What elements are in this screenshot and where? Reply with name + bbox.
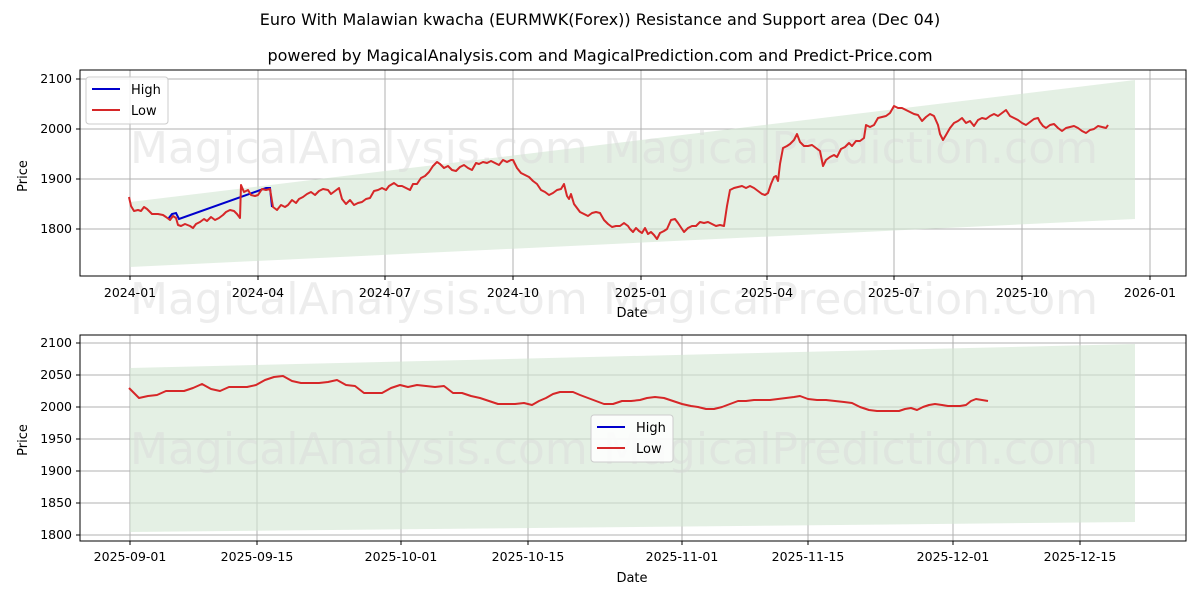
chart-subtitle: powered by MagicalAnalysis.com and Magic… <box>267 46 933 65</box>
legend-high-label: High <box>636 421 666 436</box>
legend-low-label: Low <box>131 104 157 119</box>
top-x-axis-label: Date <box>616 306 647 321</box>
bottom-legend: High Low <box>590 414 674 463</box>
top-y-tick-label: 1900 <box>40 171 72 186</box>
bottom-axes-frame <box>79 334 1187 542</box>
bottom-y-ticks <box>76 342 80 536</box>
chart-title: Euro With Malawian kwacha (EURMWK(Forex)… <box>259 10 941 29</box>
top-legend: High Low <box>85 76 169 125</box>
bottom-x-axis-label: Date <box>616 571 647 586</box>
bottom-x-ticks <box>129 541 1081 545</box>
legend-low-label: Low <box>636 442 662 457</box>
bottom-x-tick-label: 2025-10-01 <box>365 549 438 564</box>
top-x-tick-label: 2024-07 <box>359 285 411 300</box>
watermark-prediction: MagicalPrediction.com <box>603 123 1098 174</box>
bottom-y-tick-label: 1900 <box>40 463 72 478</box>
bottom-x-tick-label: 2025-12-15 <box>1044 549 1117 564</box>
top-y-axis-label: Price <box>16 160 31 192</box>
watermark-analysis: MagicalAnalysis.com <box>130 123 588 174</box>
bottom-y-tick-label: 1800 <box>40 527 72 542</box>
bottom-y-tick-label: 1950 <box>40 431 72 446</box>
bottom-y-tick-label: 1850 <box>40 495 72 510</box>
bottom-x-tick-label: 2025-09-01 <box>94 549 167 564</box>
bottom-y-tick-label: 2050 <box>40 367 72 382</box>
watermark-prediction-2: MagicalPrediction.com <box>603 274 1098 325</box>
bottom-low-line <box>128 375 989 412</box>
top-chart: MagicalAnalysis.com MagicalPrediction.co… <box>16 69 1187 325</box>
bottom-y-tick-label: 2000 <box>40 399 72 414</box>
top-y-tick-label: 2100 <box>40 71 72 86</box>
bottom-x-tick-label: 2025-11-15 <box>772 549 845 564</box>
top-support-resistance-band <box>130 80 1135 267</box>
top-x-ticks <box>129 276 1151 280</box>
top-x-tick-label: 2025-10 <box>996 285 1048 300</box>
bottom-chart: MagicalAnalysis.com MagicalPrediction.co… <box>16 334 1187 586</box>
top-x-tick-label: 2024-04 <box>232 285 284 300</box>
watermark-analysis-2: MagicalAnalysis.com <box>130 274 588 325</box>
top-x-tick-label: 2025-07 <box>868 285 920 300</box>
bottom-y-axis-label: Price <box>16 424 31 456</box>
bottom-x-tick-label: 2025-12-01 <box>917 549 990 564</box>
legend-high-label: High <box>131 83 161 98</box>
top-y-ticks <box>76 78 80 230</box>
top-x-tick-label: 2024-01 <box>104 285 156 300</box>
bottom-x-tick-label: 2025-09-15 <box>221 549 294 564</box>
top-x-tick-label: 2025-04 <box>741 285 793 300</box>
bottom-x-tick-label: 2025-10-15 <box>492 549 565 564</box>
bottom-x-tick-label: 2025-11-01 <box>646 549 719 564</box>
watermark-analysis-3: MagicalAnalysis.com <box>130 424 588 475</box>
bottom-y-tick-label: 2100 <box>40 335 72 350</box>
top-low-line <box>128 105 1109 240</box>
top-x-tick-label: 2024-10 <box>487 285 539 300</box>
top-y-tick-label: 1800 <box>40 221 72 236</box>
top-y-tick-label: 2000 <box>40 121 72 136</box>
top-x-tick-label: 2026-01 <box>1124 285 1176 300</box>
top-x-tick-label: 2025-01 <box>615 285 667 300</box>
watermark-prediction-3: MagicalPrediction.com <box>603 424 1098 475</box>
top-axes-frame <box>79 69 1187 277</box>
